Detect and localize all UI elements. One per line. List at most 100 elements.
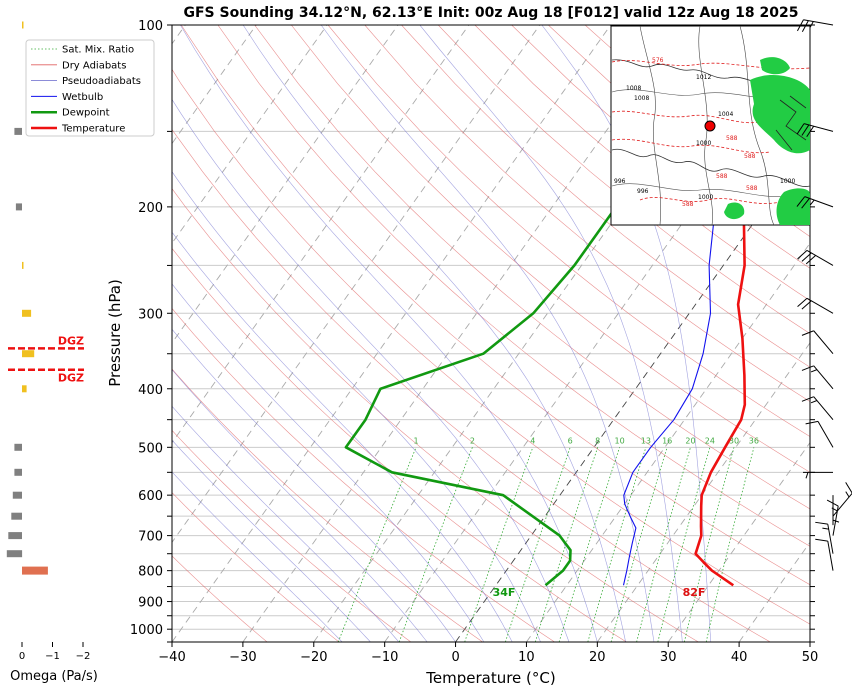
isotherm-line: [172, 25, 399, 344]
mixing-ratio-label: 2: [470, 436, 475, 445]
y-tick-label: 900: [138, 596, 163, 611]
y-tick-label: 600: [138, 489, 163, 504]
x-tick-label: 20: [589, 650, 606, 665]
wind-barb-flag: [826, 499, 839, 507]
wind-barb-half-flag: [810, 400, 818, 404]
x-tick-label: −10: [371, 650, 398, 665]
omega-bar: [15, 203, 22, 211]
wind-barb: [803, 471, 833, 479]
wind-barb-flag: [801, 330, 814, 336]
wind-barb-flag: [797, 297, 808, 308]
coastline: [611, 148, 810, 187]
legend-box: [25, 39, 155, 137]
isotherm-line: [172, 25, 328, 244]
omega-bar: [14, 468, 22, 476]
precip-area: [760, 57, 790, 75]
omega-bar: [22, 385, 27, 393]
omega-axis-label: Omega (Pa/s): [10, 669, 98, 684]
legend-label: Dewpoint: [62, 108, 110, 119]
wind-barb-flag: [801, 124, 810, 136]
mixing-ratio-line: [705, 447, 755, 642]
isotherm-line: [172, 25, 541, 544]
omega-tick-label: −2: [76, 651, 91, 662]
x-axis-label: Temperature (°C): [425, 669, 555, 687]
wind-barb-half-flag: [831, 507, 838, 512]
wind-barb: [796, 196, 834, 209]
dry-adiabat-line: [217, 25, 810, 547]
pseudoadiabat-line: [172, 405, 400, 642]
wind-barb-flag: [796, 19, 804, 32]
y-axis-label: Pressure (hPa): [106, 279, 124, 387]
omega-bar: [22, 309, 32, 317]
mixing-ratio-line: [398, 447, 473, 642]
dry-adiabat-line: [172, 128, 771, 642]
x-tick-label: 40: [731, 650, 748, 665]
wind-barb-flag: [801, 252, 812, 262]
dry-adiabat-line: [172, 188, 699, 642]
pseudoadiabat-line: [172, 231, 513, 642]
surface-temperature-label: 82F: [683, 586, 706, 599]
dry-adiabat-line: [172, 68, 810, 625]
precip-area: [776, 188, 810, 225]
mixing-ratio-line: [464, 447, 534, 642]
isobar-label: 996: [614, 178, 626, 185]
mixing-ratio-line: [534, 447, 599, 642]
wind-barb: [826, 499, 839, 536]
legend-label: Sat. Mix. Ratio: [62, 45, 134, 56]
mixing-ratio-label: 1: [414, 436, 419, 445]
wind-barb-half-flag: [809, 199, 815, 206]
omega-bar: [22, 261, 24, 269]
contour-label: 588: [682, 201, 694, 208]
wind-barbs-panel: [796, 19, 852, 571]
contour-label: 576: [652, 57, 664, 64]
y-tick-label: 300: [138, 307, 163, 322]
pseudoadiabat-line: [242, 25, 626, 642]
pseudoadiabat-line: [172, 328, 456, 642]
inset-map-features: 1012 1008 1008 1004 1000 1000 996 996 10…: [611, 26, 810, 225]
dgz-label: DGZ: [58, 334, 84, 347]
isobar-label: 1000: [780, 178, 795, 185]
border-line: [698, 26, 713, 225]
pseudoadiabat-line: [172, 369, 428, 642]
precip-area: [750, 75, 810, 154]
x-tick-label: 30: [660, 650, 677, 665]
pseudoadiabat-line: [419, 25, 683, 642]
wind-barb-staff: [813, 330, 834, 355]
wind-barb-half-flag: [845, 491, 850, 498]
height-contour: [639, 197, 781, 204]
wind-barb: [801, 330, 834, 355]
wind-barb: [796, 19, 834, 33]
mixing-ratio-line: [587, 447, 647, 642]
y-tick-label: 400: [138, 383, 163, 398]
dry-adiabat-line: [172, 368, 483, 642]
wind-barb-flag: [815, 521, 828, 525]
legend: Sat. Mix. Ratio Dry Adiabats Pseudoadiabat…: [25, 39, 155, 137]
dry-adiabat-line: [172, 247, 627, 642]
isotherm-line: [455, 142, 810, 642]
dry-adiabat-line: [180, 25, 810, 586]
y-tick-label: 800: [138, 565, 163, 580]
y-tick-label: 700: [138, 530, 163, 545]
wind-barb: [797, 297, 834, 314]
wind-barb-staff: [827, 541, 834, 571]
mixing-ratio-line: [683, 447, 735, 642]
pseudoadiabat-line: [541, 25, 712, 642]
dry-adiabat-line: [291, 25, 810, 473]
wind-barb: [815, 521, 834, 554]
wind-barb-flag: [845, 482, 852, 494]
omega-bar: [8, 532, 22, 540]
wind-barb-flag: [801, 198, 810, 209]
dry-adiabat-line: [172, 492, 340, 642]
contour-label: 588: [744, 153, 756, 160]
pseudoadiabat-line: [320, 25, 655, 642]
height-contour: [611, 110, 761, 124]
mixing-ratio-label: 13: [641, 436, 651, 445]
y-tick-label: 200: [138, 201, 163, 216]
wind-barb-staff: [832, 505, 839, 536]
wind-barb-half-flag: [805, 472, 809, 479]
wind-barb-flag: [805, 255, 817, 265]
omega-tick-label: 0: [19, 651, 25, 662]
wind-barb: [796, 123, 834, 138]
wind-barb-flag: [815, 538, 828, 542]
x-tick-label: −20: [300, 650, 327, 665]
